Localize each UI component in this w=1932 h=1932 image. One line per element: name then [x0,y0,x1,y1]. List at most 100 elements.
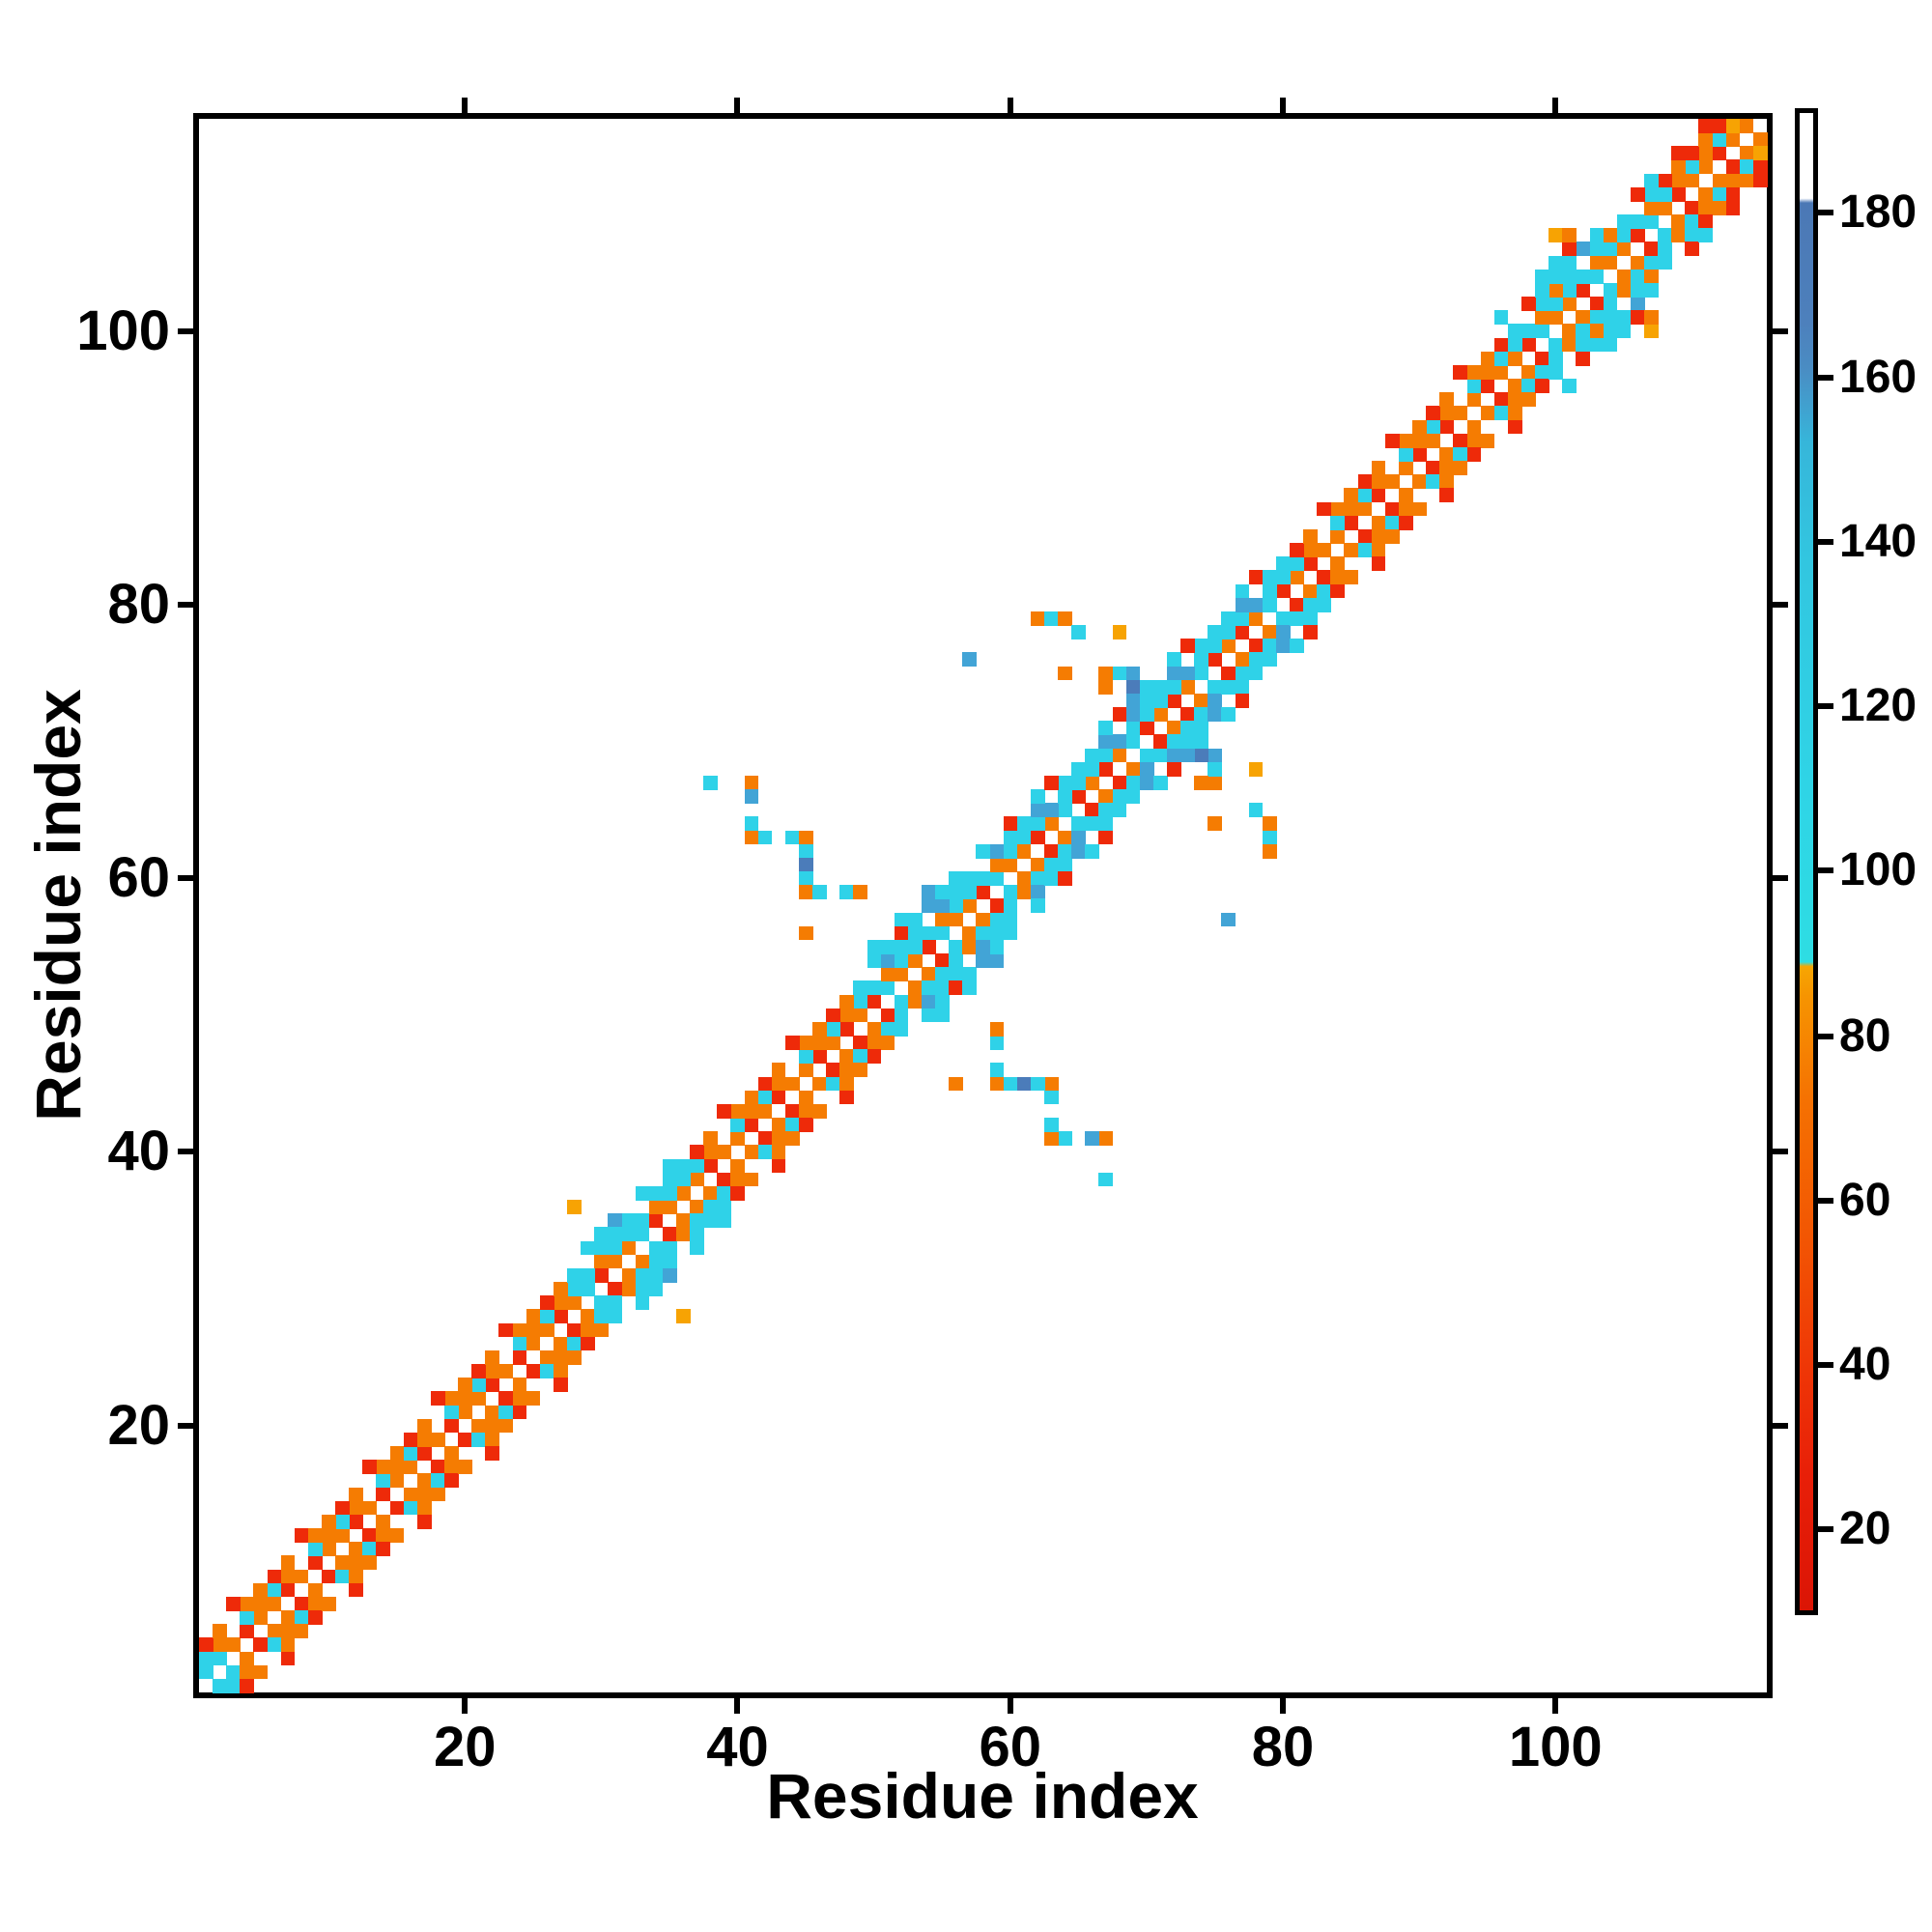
heatmap-cell [1058,830,1072,845]
heatmap-cell [1044,871,1059,886]
heatmap-cell [1098,748,1114,763]
heatmap-cell [1480,379,1495,393]
heatmap-cell [703,1213,718,1228]
heatmap-cell [416,1418,432,1434]
heatmap-cell [1248,803,1264,817]
y-tick [178,1422,193,1429]
heatmap-cell [730,1158,746,1174]
heatmap-cell [894,925,909,941]
heatmap-cell [1589,310,1605,326]
heatmap-cell [662,1240,677,1256]
heatmap-cell [1439,406,1454,421]
heatmap-cell [498,1405,514,1420]
x-tick [1552,1698,1559,1714]
heatmap-cell [280,1569,296,1584]
heatmap-cell [1426,433,1440,448]
heatmap-cell [539,1322,554,1338]
heatmap-cell [1152,748,1168,763]
heatmap-cell [1548,297,1563,311]
heatmap-cell [1712,132,1727,147]
heatmap-cell [1685,173,1700,188]
heatmap-cell [1562,324,1577,339]
heatmap-cell [1562,337,1577,353]
heatmap-cell [1671,228,1686,243]
heatmap-cell [935,898,950,914]
heatmap-cell [1167,693,1181,708]
heatmap-cell [1739,173,1754,188]
colorbar-tick-label: 180 [1839,186,1918,239]
heatmap-cell [1071,816,1086,832]
heatmap-cell [1248,611,1264,626]
heatmap-cell [1180,666,1195,681]
heatmap-cell [1303,543,1318,557]
heatmap-cell [935,1008,950,1023]
heatmap-cell [253,1582,269,1598]
heatmap-cell [1330,528,1346,544]
heatmap-cell [1453,461,1468,475]
heatmap-cell [757,830,773,845]
heatmap-cell [798,1118,813,1132]
heatmap-cell [1125,789,1141,804]
heatmap-cell [812,1021,827,1037]
heatmap-cell [1493,337,1509,353]
heatmap-cell [267,1569,282,1584]
heatmap-cell [989,925,1005,941]
heatmap-cell [1058,857,1072,872]
heatmap-cell [1275,570,1291,585]
heatmap-cell [867,939,882,954]
heatmap-cell [608,1309,623,1324]
heatmap-cell [1589,324,1605,339]
heatmap-cell [498,1391,514,1406]
heatmap-cell [1248,666,1264,681]
colorbar-tick-label: 120 [1839,680,1918,732]
heatmap-cell [1112,666,1127,681]
heatmap-cell [253,1610,269,1625]
heatmap-cell [458,1405,472,1420]
heatmap-cell [430,1391,445,1406]
heatmap-cell [1698,200,1714,215]
heatmap-cell [1248,761,1264,777]
heatmap-cell [349,1487,363,1502]
heatmap-cell [1412,501,1427,517]
heatmap-cell [989,939,1005,954]
x-tick [462,1698,469,1714]
heatmap-cell [1221,639,1236,654]
heatmap-cell [416,1473,432,1489]
heatmap-cell [1698,214,1714,229]
heatmap-cell [1562,255,1577,270]
heatmap-cell [1330,583,1346,599]
heatmap-cell [635,1282,650,1296]
heatmap-cell [989,1076,1005,1092]
heatmap-cell [1330,501,1346,517]
heatmap-cell [594,1309,609,1324]
heatmap-cell [1262,816,1277,832]
heatmap-cell [867,1049,882,1064]
heatmap-cell [1262,830,1277,845]
heatmap-cell [1466,392,1482,408]
heatmap-cell [1152,707,1168,722]
heatmap-cell [962,898,978,914]
heatmap-cell [1630,228,1645,243]
heatmap-cell [430,1432,445,1447]
heatmap-cell [1139,679,1154,695]
heatmap-cell [1671,173,1686,188]
heatmap-cell [1290,611,1304,626]
heatmap-cell [1616,228,1632,243]
heatmap-cell [226,1678,241,1693]
heatmap-cell [1235,625,1250,639]
heatmap-cell [690,1200,704,1214]
heatmap-cell [539,1364,554,1378]
y-tick [178,875,193,882]
heatmap-cell [1412,474,1427,490]
heatmap-cell [1493,364,1509,380]
heatmap-cell [1071,830,1086,845]
heatmap-cell [1290,556,1304,572]
heatmap-cell [267,1624,282,1638]
heatmap-cell [471,1391,486,1406]
heatmap-cell [1671,214,1686,229]
heatmap-cell [771,1158,786,1174]
heatmap-cell [812,1049,827,1064]
heatmap-cell [1739,146,1754,161]
heatmap-cell [1003,885,1018,899]
heatmap-cell [416,1432,432,1447]
